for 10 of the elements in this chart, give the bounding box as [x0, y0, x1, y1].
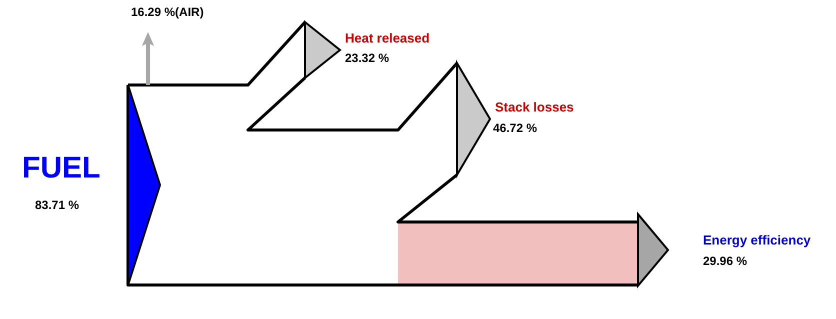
category-label: Heat released — [345, 30, 430, 46]
category-label: Energy efficiency — [703, 232, 812, 248]
category-label: FUEL — [22, 152, 100, 184]
category-label: (AIR) — [175, 5, 204, 19]
data-label: 83.71 % — [35, 198, 80, 212]
data-label: 23.32 % — [345, 51, 390, 65]
data-label: 16.29 % — [131, 5, 176, 19]
data-label: 29.96 % — [703, 254, 748, 268]
category-label: Stack losses — [495, 100, 574, 114]
data-label: 46.72 % — [493, 121, 538, 135]
